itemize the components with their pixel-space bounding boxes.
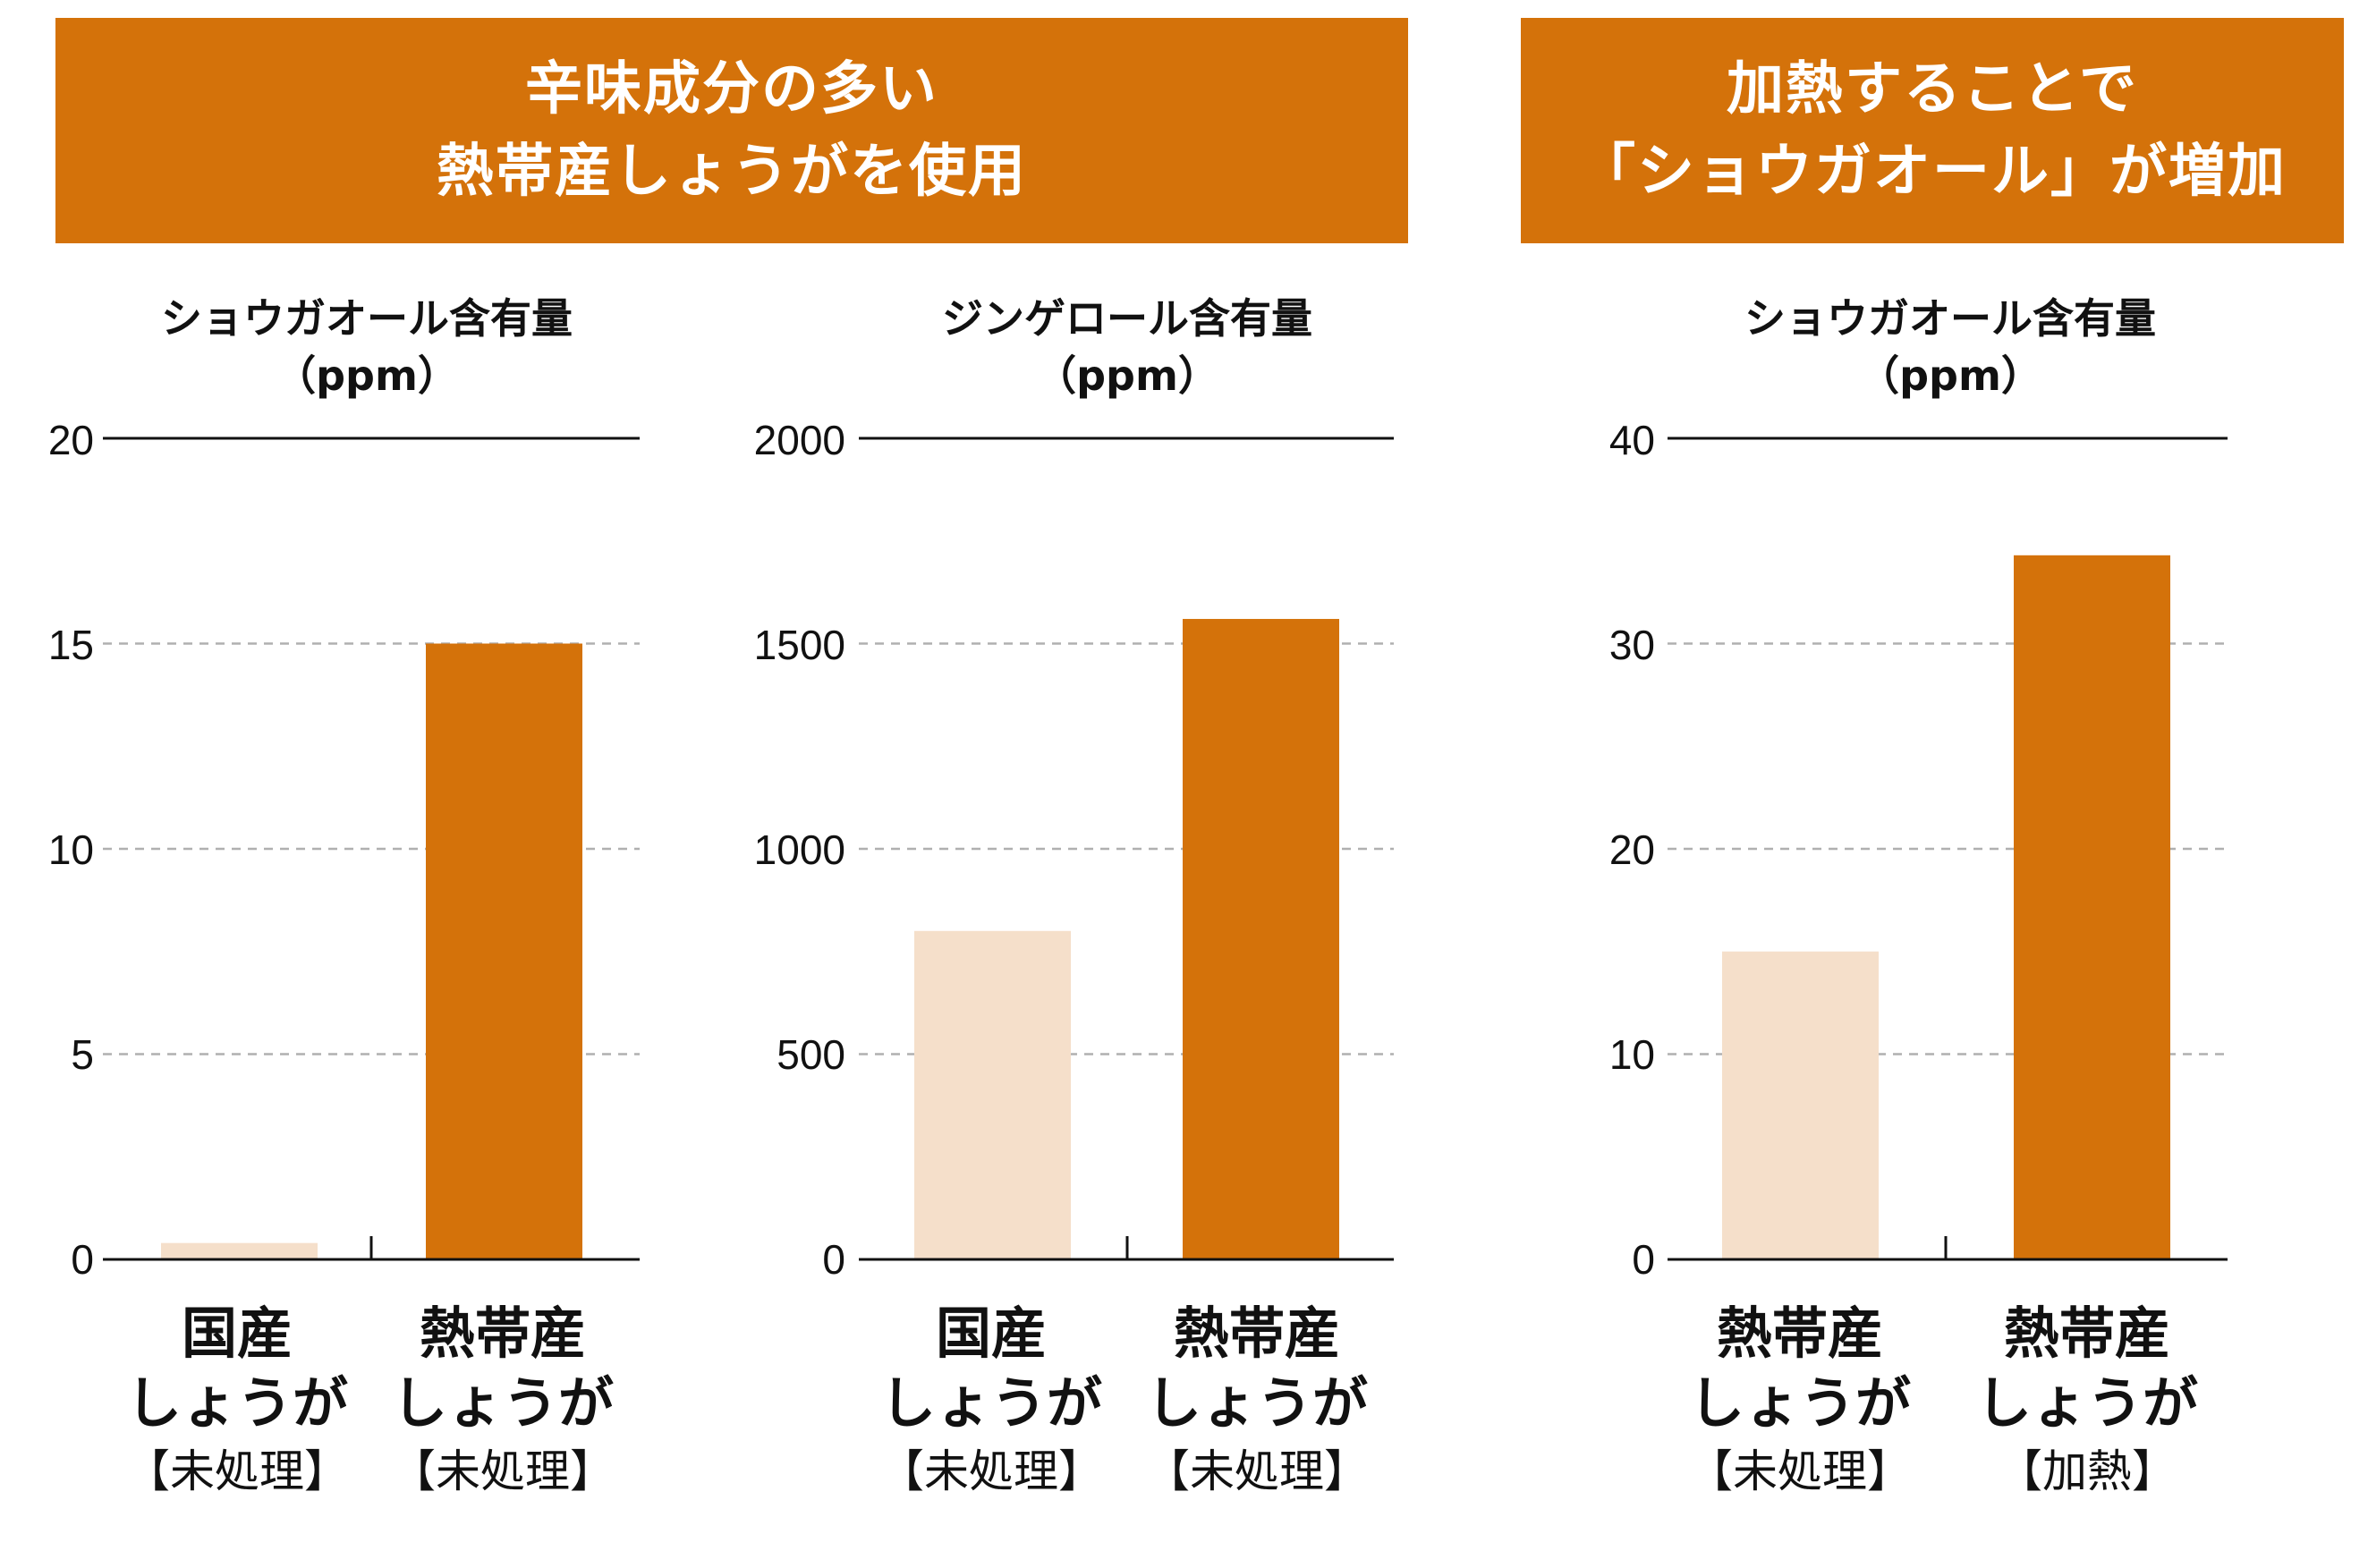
chart-title-text: ジンゲロール含有量 xyxy=(942,294,1312,343)
y-tick-label: 1000 xyxy=(753,826,845,873)
chart-1-category-1: 国産 しょうが 【未処理】 xyxy=(112,1299,362,1504)
y-tick-label: 10 xyxy=(1608,1031,1655,1078)
category-sub: しょうが xyxy=(879,1370,1102,1436)
y-tick-label: 10 xyxy=(47,826,94,873)
category-name: 熱帯産 xyxy=(419,1301,586,1366)
banner-line-1: 辛味成分の多い xyxy=(525,56,938,123)
category-note: 【未処理】 xyxy=(391,1445,615,1497)
chart-2-title: ジンゲロール含有量 （ppm） xyxy=(841,290,1413,404)
chart-3-category-1: 熱帯産 しょうが 【未処理】 xyxy=(1675,1299,1925,1504)
banner-line-2: 「ショウガオール」が増加 xyxy=(1578,139,2287,205)
chart-2-category-1: 国産 しょうが 【未処理】 xyxy=(866,1299,1116,1504)
y-tick-label: 0 xyxy=(71,1236,94,1283)
chart-2-category-2: 熱帯産 しょうが 【未処理】 xyxy=(1132,1299,1382,1504)
category-name: 熱帯産 xyxy=(2003,1301,2170,1366)
chart-1-bar-1 xyxy=(161,1242,318,1259)
chart-3-title: ショウガオール含有量 （ppm） xyxy=(1673,290,2228,404)
chart-3-bar-2 xyxy=(2014,555,2170,1259)
y-tick-label: 1500 xyxy=(753,622,845,668)
category-sub: しょうが xyxy=(391,1370,614,1436)
chart-unit: （ppm） xyxy=(1035,352,1219,400)
y-tick-label: 2000 xyxy=(753,417,845,463)
chart-2-bar-2 xyxy=(1183,618,1339,1259)
y-tick-label: 20 xyxy=(47,417,94,463)
banner-tropical-ginger: 辛味成分の多い 熱帯産しょうがを使用 xyxy=(55,18,1408,243)
category-sub: しょうが xyxy=(125,1370,348,1436)
category-name: 熱帯産 xyxy=(1173,1301,1340,1366)
y-tick-label: 0 xyxy=(1632,1236,1655,1283)
chart-1-title: ショウガオール含有量 （ppm） xyxy=(89,290,644,404)
category-sub: しょうが xyxy=(1145,1370,1368,1436)
category-note: 【加熱】 xyxy=(1998,1445,2177,1497)
chart-3-bar-1 xyxy=(1722,951,1879,1259)
category-name: 熱帯産 xyxy=(1716,1301,1883,1366)
category-sub: しょうが xyxy=(1688,1370,1911,1436)
category-name: 国産 xyxy=(181,1301,293,1366)
chart-1-category-2: 熱帯産 しょうが 【未処理】 xyxy=(378,1299,628,1504)
category-name: 国産 xyxy=(935,1301,1047,1366)
y-tick-label: 500 xyxy=(777,1031,845,1078)
chart-unit: （ppm） xyxy=(1858,352,2042,400)
category-note: 【未処理】 xyxy=(879,1445,1103,1497)
chart-unit: （ppm） xyxy=(275,352,459,400)
chart-1-bar-2 xyxy=(426,643,582,1259)
chart-title-text: ショウガオール含有量 xyxy=(161,294,573,343)
category-note: 【未処理】 xyxy=(1688,1445,1912,1497)
chart-2-bar-1 xyxy=(914,930,1071,1259)
y-tick-label: 5 xyxy=(71,1031,94,1078)
y-tick-label: 40 xyxy=(1608,417,1655,463)
banner-heating: 加熱することで 「ショウガオール」が増加 xyxy=(1521,18,2344,243)
category-note: 【未処理】 xyxy=(125,1445,349,1497)
y-tick-label: 20 xyxy=(1608,826,1655,873)
y-tick-label: 15 xyxy=(47,622,94,668)
category-note: 【未処理】 xyxy=(1145,1445,1369,1497)
banner-line-1: 加熱することで xyxy=(1726,56,2139,123)
chart-3-category-2: 熱帯産 しょうが 【加熱】 xyxy=(1962,1299,2212,1504)
y-tick-label: 0 xyxy=(822,1236,845,1283)
banner-line-2: 熱帯産しょうがを使用 xyxy=(437,139,1027,205)
chart-title-text: ショウガオール含有量 xyxy=(1744,294,2156,343)
category-sub: しょうが xyxy=(1975,1370,2198,1436)
y-tick-label: 30 xyxy=(1608,622,1655,668)
